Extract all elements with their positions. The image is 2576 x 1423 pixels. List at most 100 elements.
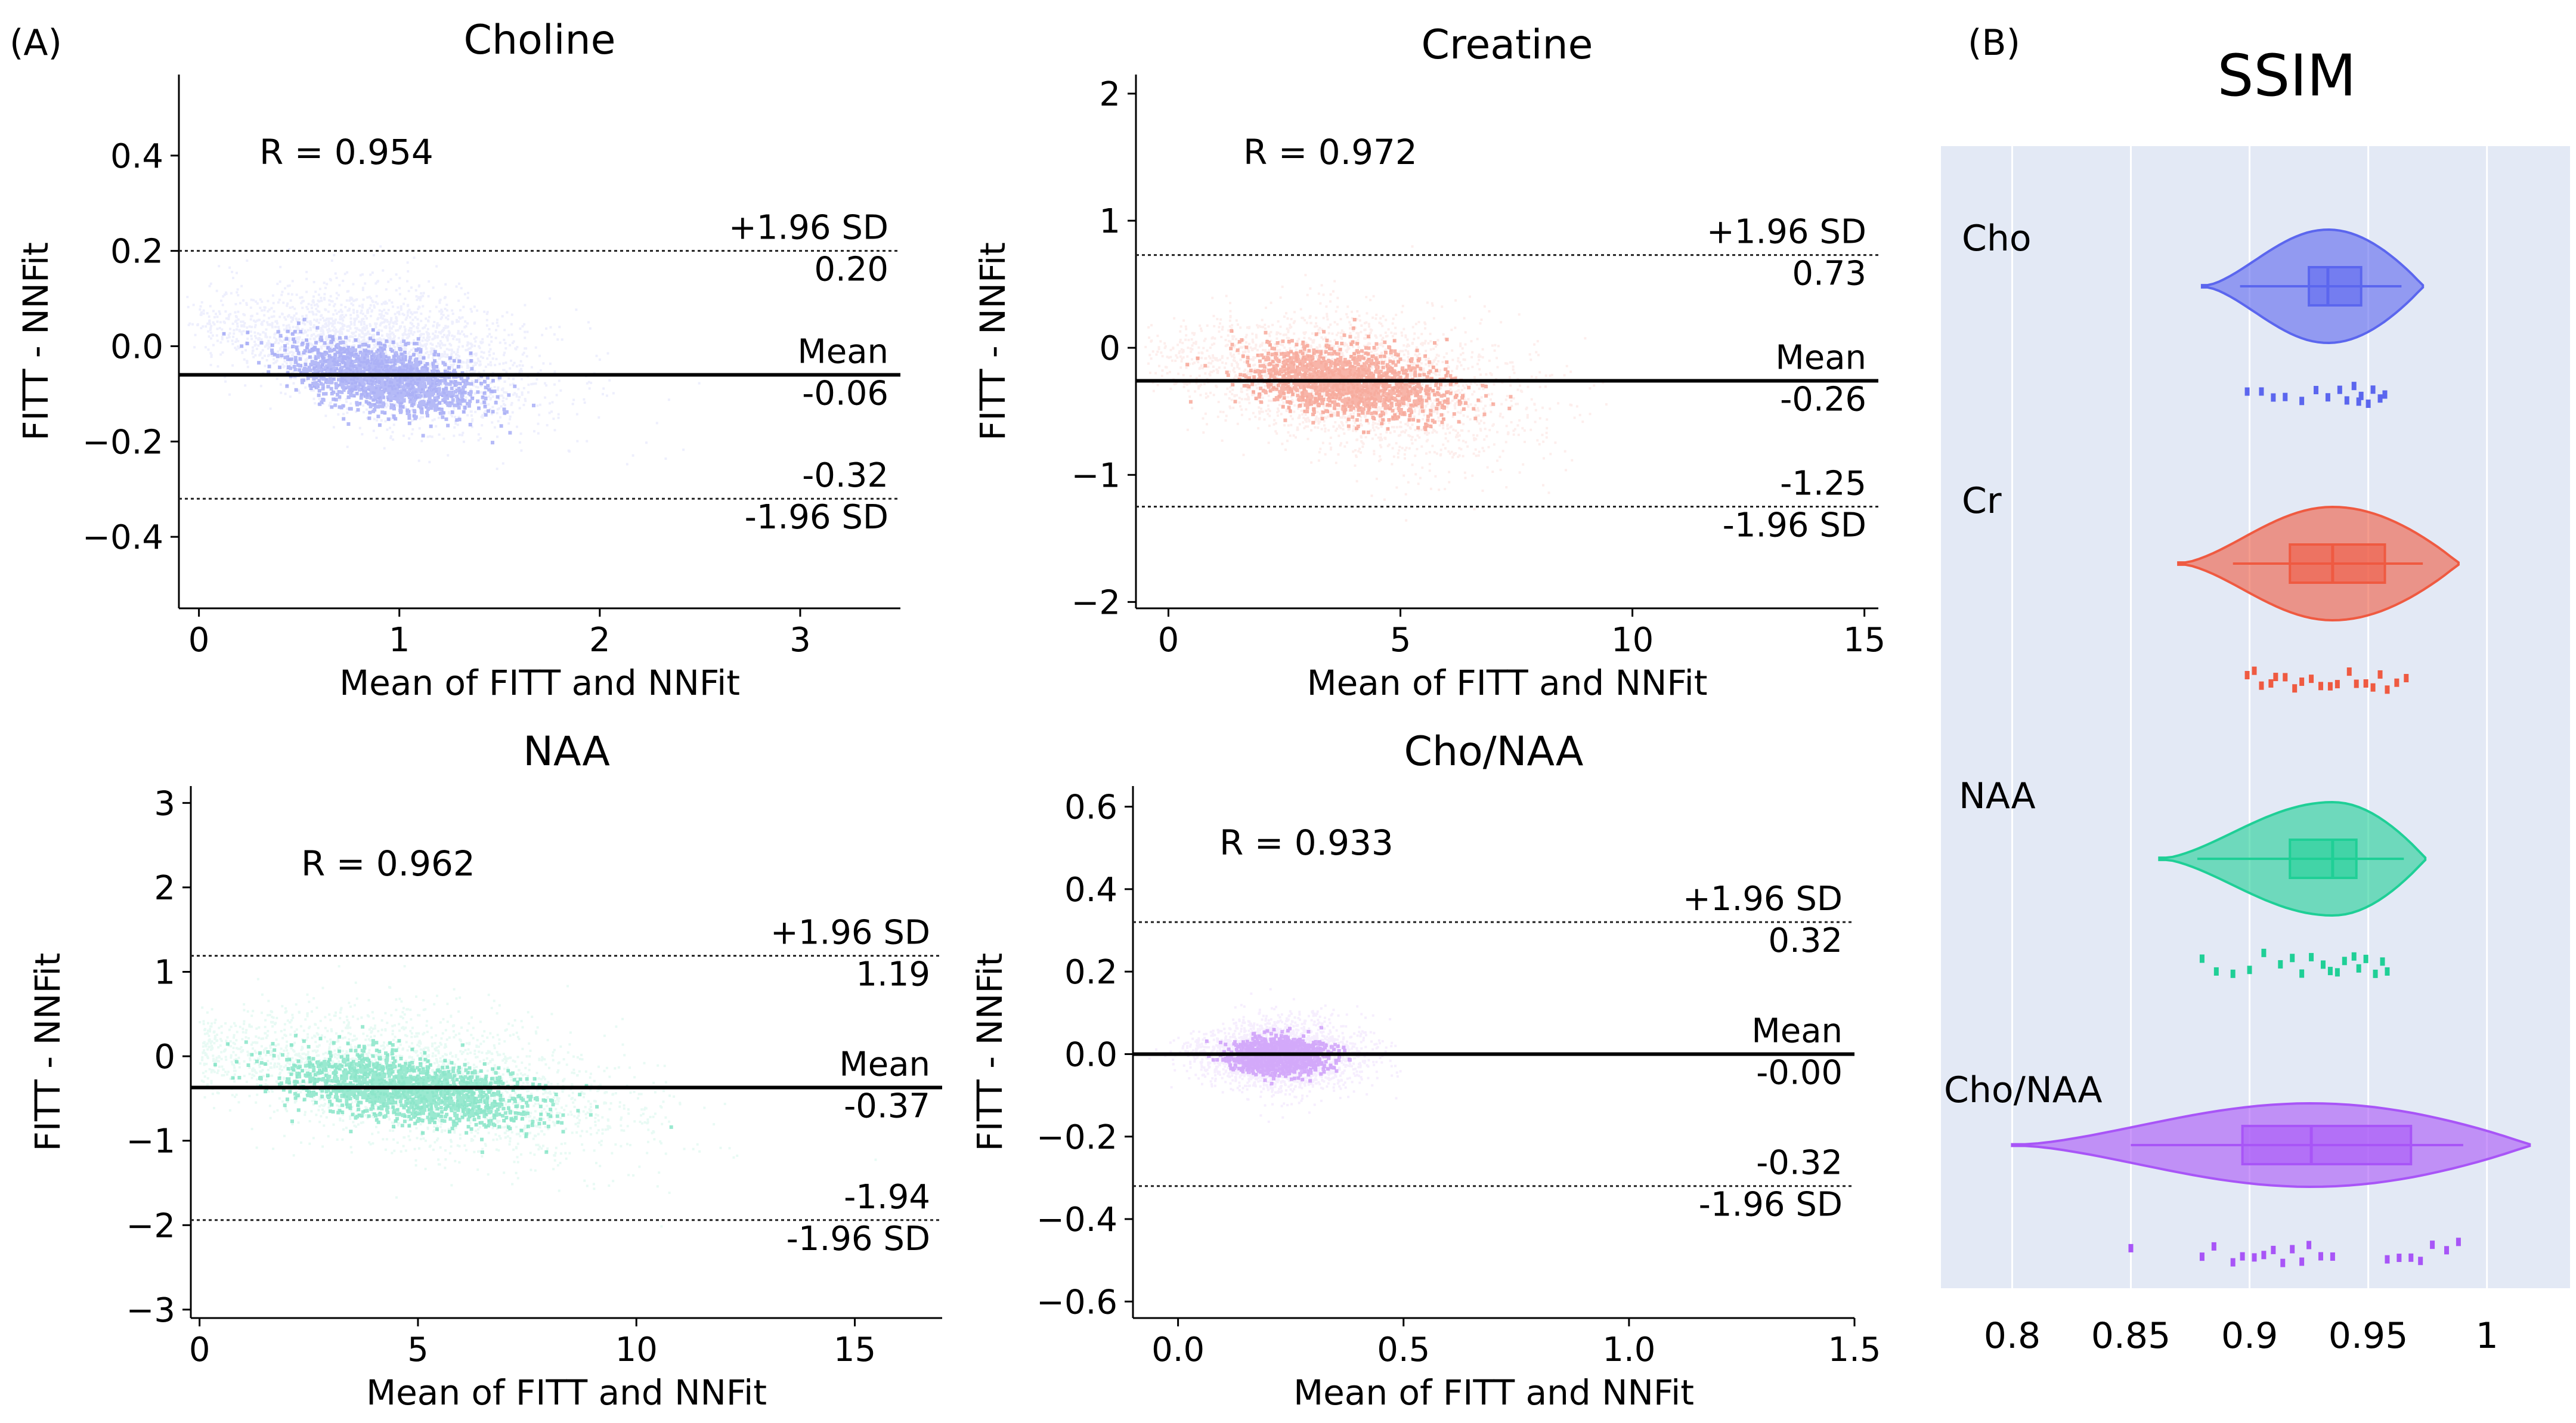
y-axis-label: FITT - NNFit: [970, 953, 1010, 1152]
x-tick-label: 2: [589, 621, 611, 660]
lower-loa-label: -1.96 SD: [745, 498, 888, 537]
strip-point: [2344, 396, 2349, 405]
strip-point: [2271, 393, 2276, 402]
strip-point: [2261, 948, 2267, 957]
y-axis-label: FITT - NNFit: [973, 242, 1013, 441]
bland-altman-creatine: 0 5 10 15 −2 −1 0 1 2 +1.96 SD0.73 Mean-0.26 -1.25-…: [973, 21, 1885, 703]
lower-loa-label: -1.96 SD: [787, 1220, 930, 1258]
strip-point: [2318, 1252, 2323, 1261]
scatter-points: [199, 965, 877, 1228]
correlation-label: R = 0.972: [1243, 132, 1417, 172]
scatter-cloud-core: [213, 1025, 673, 1154]
x-axis-label: Mean of FITT and NNFit: [366, 1372, 767, 1413]
correlation-label: R = 0.954: [259, 132, 434, 172]
strip-point: [2330, 1252, 2335, 1261]
plot-background: [1941, 146, 2570, 1288]
mean-value: -0.00: [1756, 1053, 1843, 1092]
scatter-cloud-outer: [186, 245, 701, 471]
mean-label: Mean: [797, 332, 888, 371]
y-tick-label: 2: [154, 869, 175, 908]
y-tick-label: 0.2: [110, 233, 163, 271]
strip-point: [2334, 680, 2340, 689]
strip-point: [2373, 969, 2378, 978]
strip-point: [2252, 666, 2257, 675]
strip-point: [2280, 1258, 2286, 1267]
x-axis-label: Mean of FITT and NNFit: [1293, 1372, 1694, 1413]
mean-value: -0.37: [844, 1087, 930, 1125]
strip-point: [2385, 685, 2390, 694]
strip-point: [2351, 382, 2357, 391]
scatter-cloud-core: [222, 317, 535, 445]
y-tick-label: 0.4: [1064, 871, 1117, 910]
scatter-points: [1144, 245, 1608, 522]
x-tick-label: 15: [834, 1331, 876, 1369]
mean-label: Mean: [1751, 1011, 1843, 1050]
y-tick-label: 2: [1099, 75, 1120, 114]
strip-point: [2358, 391, 2364, 400]
strip-point: [2271, 1245, 2276, 1254]
strip-point: [2394, 678, 2399, 687]
strip-point: [2244, 387, 2250, 396]
correlation-label: R = 0.933: [1219, 822, 1394, 863]
lower-loa-value: -0.32: [1756, 1144, 1843, 1183]
x-tick-label: 5: [407, 1331, 429, 1369]
ssim-violin-plot: SSIM 0.8 0.85 0.9 0.95 1 Cho Cr NAA Cho/NAA: [1941, 42, 2570, 1357]
y-tick-label: −1: [126, 1122, 175, 1161]
strip-point: [2309, 952, 2314, 961]
strip-point: [2299, 397, 2305, 406]
x-tick-label: 15: [1843, 621, 1885, 660]
y-tick-label: −3: [126, 1291, 175, 1330]
strip-point: [2366, 399, 2371, 408]
strip-point: [2334, 968, 2340, 977]
strip-point: [2318, 682, 2323, 691]
strip-point: [2230, 969, 2236, 978]
strip-point: [2292, 684, 2298, 693]
box-iqr: [2289, 839, 2358, 879]
y-tick-label: −0.4: [82, 518, 163, 557]
strip-point: [2370, 683, 2376, 692]
y-axis-label: FITT - NNFit: [16, 242, 56, 441]
strip-point: [2354, 679, 2359, 688]
x-tick-label: 0: [189, 1331, 210, 1369]
strip-point: [2327, 682, 2333, 691]
strip-point: [2213, 967, 2219, 976]
box-iqr: [2241, 1125, 2413, 1165]
strip-point: [2309, 675, 2314, 683]
strip-point: [2247, 966, 2252, 975]
x-tick-label: 5: [1390, 621, 1411, 660]
x-axis-label: Mean of FITT and NNFit: [339, 663, 740, 703]
x-tick-label: 0.5: [1377, 1331, 1430, 1369]
strip-point: [2199, 954, 2205, 963]
upper-loa-label: +1.96 SD: [729, 209, 888, 248]
y-tick-label: −0.2: [1036, 1118, 1117, 1157]
lower-loa-value: -1.25: [1780, 465, 1866, 503]
x-tick-label: 1.5: [1828, 1331, 1881, 1369]
strip-point: [2456, 1238, 2461, 1246]
y-tick-label: −0.4: [1036, 1201, 1117, 1239]
strip-point: [2261, 1251, 2267, 1260]
panel-label-a: (A): [10, 22, 62, 64]
mean-label: Mean: [1775, 339, 1866, 378]
strip-point: [2283, 673, 2288, 682]
upper-loa-value: 0.20: [814, 250, 888, 289]
strip-point: [2430, 1241, 2435, 1249]
y-tick-label: 3: [154, 784, 175, 823]
strip-point: [2377, 394, 2383, 403]
violin-naa: NAA: [1959, 775, 2427, 978]
x-tick-label: 0.8: [1984, 1315, 2041, 1357]
y-tick-label: 0.4: [110, 137, 163, 176]
lower-loa-value: -0.32: [802, 456, 888, 495]
violin-cho-naa: Cho/NAA: [1944, 1069, 2531, 1267]
lower-loa-label: -1.96 SD: [1699, 1186, 1843, 1224]
y-tick-label: 0.6: [1064, 788, 1117, 827]
strip-point: [2418, 1257, 2423, 1266]
y-tick-label: 0.0: [110, 327, 163, 366]
violin-label: Cr: [1962, 480, 2002, 522]
upper-loa-label: +1.96 SD: [1707, 213, 1866, 252]
chart-title: Creatine: [1422, 21, 1593, 69]
y-tick-label: 1: [1099, 202, 1120, 241]
strip-point: [2377, 670, 2383, 679]
violin-label: NAA: [1959, 775, 2036, 817]
strip-point: [2290, 954, 2295, 963]
